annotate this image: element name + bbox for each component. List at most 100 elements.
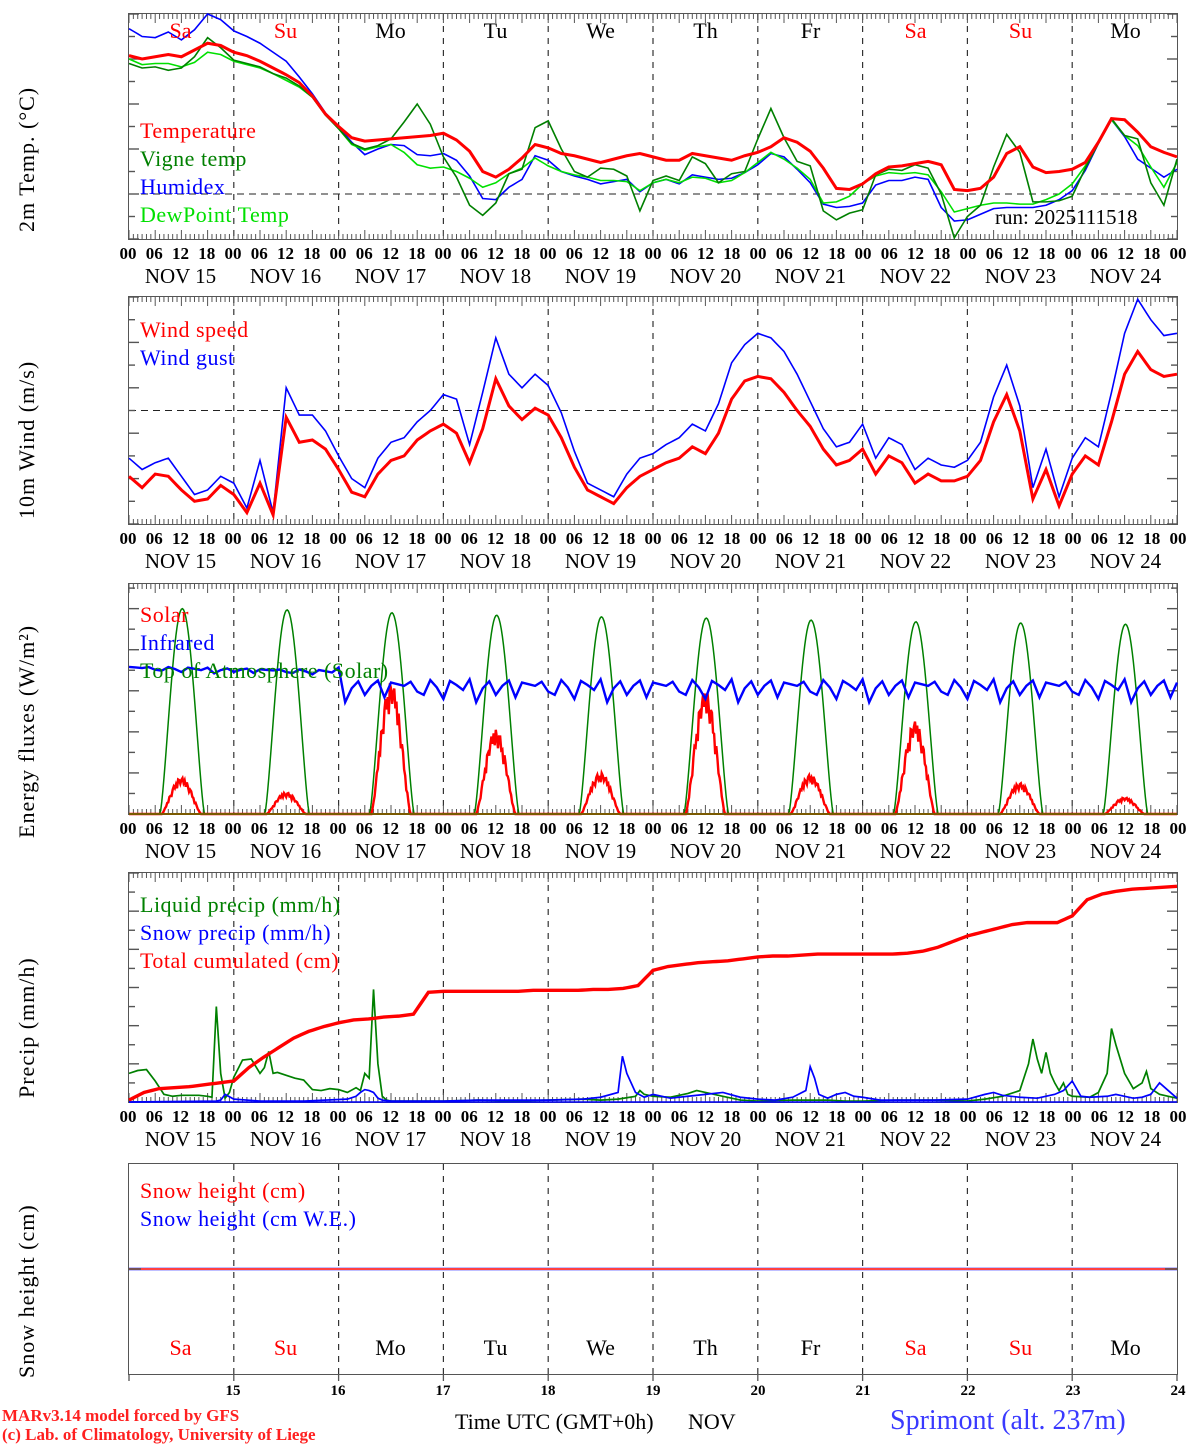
- panel-snowheight: Snow height (cm) 0.00 Snow height (cm)Sn…: [0, 1150, 1194, 1444]
- x-axis-month: NOV: [688, 1409, 736, 1434]
- hour-tick-label: 18: [198, 819, 216, 838]
- legend-entry: Solar: [140, 602, 189, 627]
- hour-tick-label: 00: [1169, 529, 1187, 548]
- hour-tick-label: 06: [775, 819, 793, 838]
- hour-tick-label: 06: [985, 244, 1003, 263]
- panel-temperature: 2m Temp. (°C) -4.00.04.08.012.016.0 SaSu…: [0, 0, 1194, 296]
- day-label: NOV 23: [984, 839, 1057, 863]
- hour-tick-label: 00: [119, 819, 137, 838]
- hour-tick-label: 12: [487, 1107, 504, 1126]
- legend-entry: Top of Atmosphere (Solar): [140, 658, 389, 683]
- hour-tick-label: 06: [145, 529, 163, 548]
- wind-chart-svg: [128, 296, 1178, 525]
- hour-tick-label: 12: [1117, 529, 1134, 548]
- hour-tick-label: 06: [880, 529, 898, 548]
- hour-tick-label: 06: [565, 529, 583, 548]
- hour-tick-label: 18: [828, 529, 846, 548]
- hour-tick-label: 18: [408, 819, 426, 838]
- hour-tick-label: 06: [565, 1107, 583, 1126]
- hour-tick-label: 12: [697, 819, 714, 838]
- hour-tick-label: 06: [145, 819, 163, 838]
- hour-tick-label: 06: [145, 1107, 163, 1126]
- day-label: NOV 17: [354, 549, 427, 573]
- hour-tick-label: 06: [670, 819, 688, 838]
- day-label: NOV 24: [1089, 264, 1162, 288]
- hour-tick-label: 00: [1064, 1107, 1082, 1126]
- hour-tick-label: 00: [959, 529, 977, 548]
- hour-tick-label: 12: [487, 529, 504, 548]
- hour-tick-label: 06: [775, 529, 793, 548]
- hour-tick-label: 12: [382, 529, 399, 548]
- day-label: NOV 21: [774, 264, 847, 288]
- hour-tick-label: 18: [303, 819, 321, 838]
- hour-tick-label: 18: [828, 1107, 846, 1126]
- hour-tick-label: 00: [959, 244, 977, 263]
- hour-tick-label: 06: [355, 1107, 373, 1126]
- hour-tick-label: 12: [1012, 819, 1029, 838]
- hour-tick-label: 12: [172, 244, 189, 263]
- hour-tick-label: 18: [723, 244, 741, 263]
- hour-tick-label: 00: [224, 529, 242, 548]
- plot-area-temperature: [128, 13, 1178, 240]
- day-number-label: 23: [1065, 1383, 1081, 1399]
- hour-tick-label: 00: [959, 819, 977, 838]
- footer-model-line: MARv3.14 model forced by GFS: [2, 1406, 240, 1425]
- hour-tick-label: 00: [434, 819, 452, 838]
- day-label: NOV 18: [459, 1127, 532, 1151]
- temperature-chart-svg: [128, 13, 1178, 240]
- hour-tick-label: 00: [854, 244, 872, 263]
- hour-tick-label: 18: [303, 1107, 321, 1126]
- day-number-label: 17: [435, 1383, 451, 1399]
- hour-tick-label: 18: [1038, 529, 1056, 548]
- plot-area-wind: [128, 296, 1178, 525]
- hour-tick-label: 06: [985, 1107, 1003, 1126]
- panel-wind: 10m Wind (m/s) 0.02.04.06.08.010.0 00061…: [0, 282, 1194, 578]
- legend-entry: Snow precip (mm/h): [140, 920, 332, 945]
- hour-tick-label: 06: [985, 819, 1003, 838]
- hour-tick-label: 00: [329, 1107, 347, 1126]
- hour-tick-label: 00: [644, 244, 662, 263]
- day-label: NOV 21: [774, 549, 847, 573]
- hour-tick-label: 18: [513, 529, 531, 548]
- hour-tick-label: 12: [907, 1107, 924, 1126]
- hour-tick-label: 12: [907, 244, 924, 263]
- day-label: NOV 17: [354, 839, 427, 863]
- hour-tick-label: 12: [277, 529, 294, 548]
- hour-tick-label: 06: [670, 529, 688, 548]
- hour-tick-label: 18: [408, 529, 426, 548]
- day-of-week-label: Fr: [800, 1335, 821, 1360]
- day-label: NOV 17: [354, 1127, 427, 1151]
- day-label: NOV 19: [564, 839, 637, 863]
- hour-tick-label: 18: [618, 529, 636, 548]
- hour-tick-label: 00: [434, 244, 452, 263]
- day-label: NOV 20: [669, 1127, 742, 1151]
- hour-tick-label: 06: [250, 819, 268, 838]
- hour-tick-label: 18: [198, 244, 216, 263]
- hour-tick-label: 00: [644, 529, 662, 548]
- day-label: NOV 16: [249, 549, 322, 573]
- day-of-week-label: Mo: [375, 18, 406, 43]
- day-of-week-label: Fr: [800, 18, 821, 43]
- hour-tick-label: 12: [592, 1107, 609, 1126]
- hour-tick-label: 18: [723, 1107, 741, 1126]
- day-of-week-label: We: [586, 1335, 615, 1360]
- day-of-week-label: Sa: [169, 1335, 192, 1360]
- day-of-week-label: Su: [1008, 18, 1033, 43]
- hour-tick-label: 00: [119, 244, 137, 263]
- plot-area-precip: [128, 872, 1178, 1103]
- energy-chart-svg: [128, 584, 1179, 816]
- hour-tick-label: 06: [880, 819, 898, 838]
- plot-area-snowheight: [128, 1163, 1178, 1381]
- day-label: NOV 18: [459, 839, 532, 863]
- hour-tick-label: 18: [828, 819, 846, 838]
- hour-tick-label: 06: [460, 244, 478, 263]
- day-label: NOV 21: [774, 839, 847, 863]
- day-label: NOV 24: [1089, 1127, 1162, 1151]
- day-label: NOV 18: [459, 549, 532, 573]
- day-of-week-label: Sa: [904, 18, 927, 43]
- legend-entry: Vigne temp: [140, 146, 247, 171]
- day-number-label: 22: [960, 1383, 976, 1399]
- hour-tick-label: 18: [933, 244, 951, 263]
- hour-tick-label: 12: [172, 1107, 189, 1126]
- hour-tick-label: 00: [224, 1107, 242, 1126]
